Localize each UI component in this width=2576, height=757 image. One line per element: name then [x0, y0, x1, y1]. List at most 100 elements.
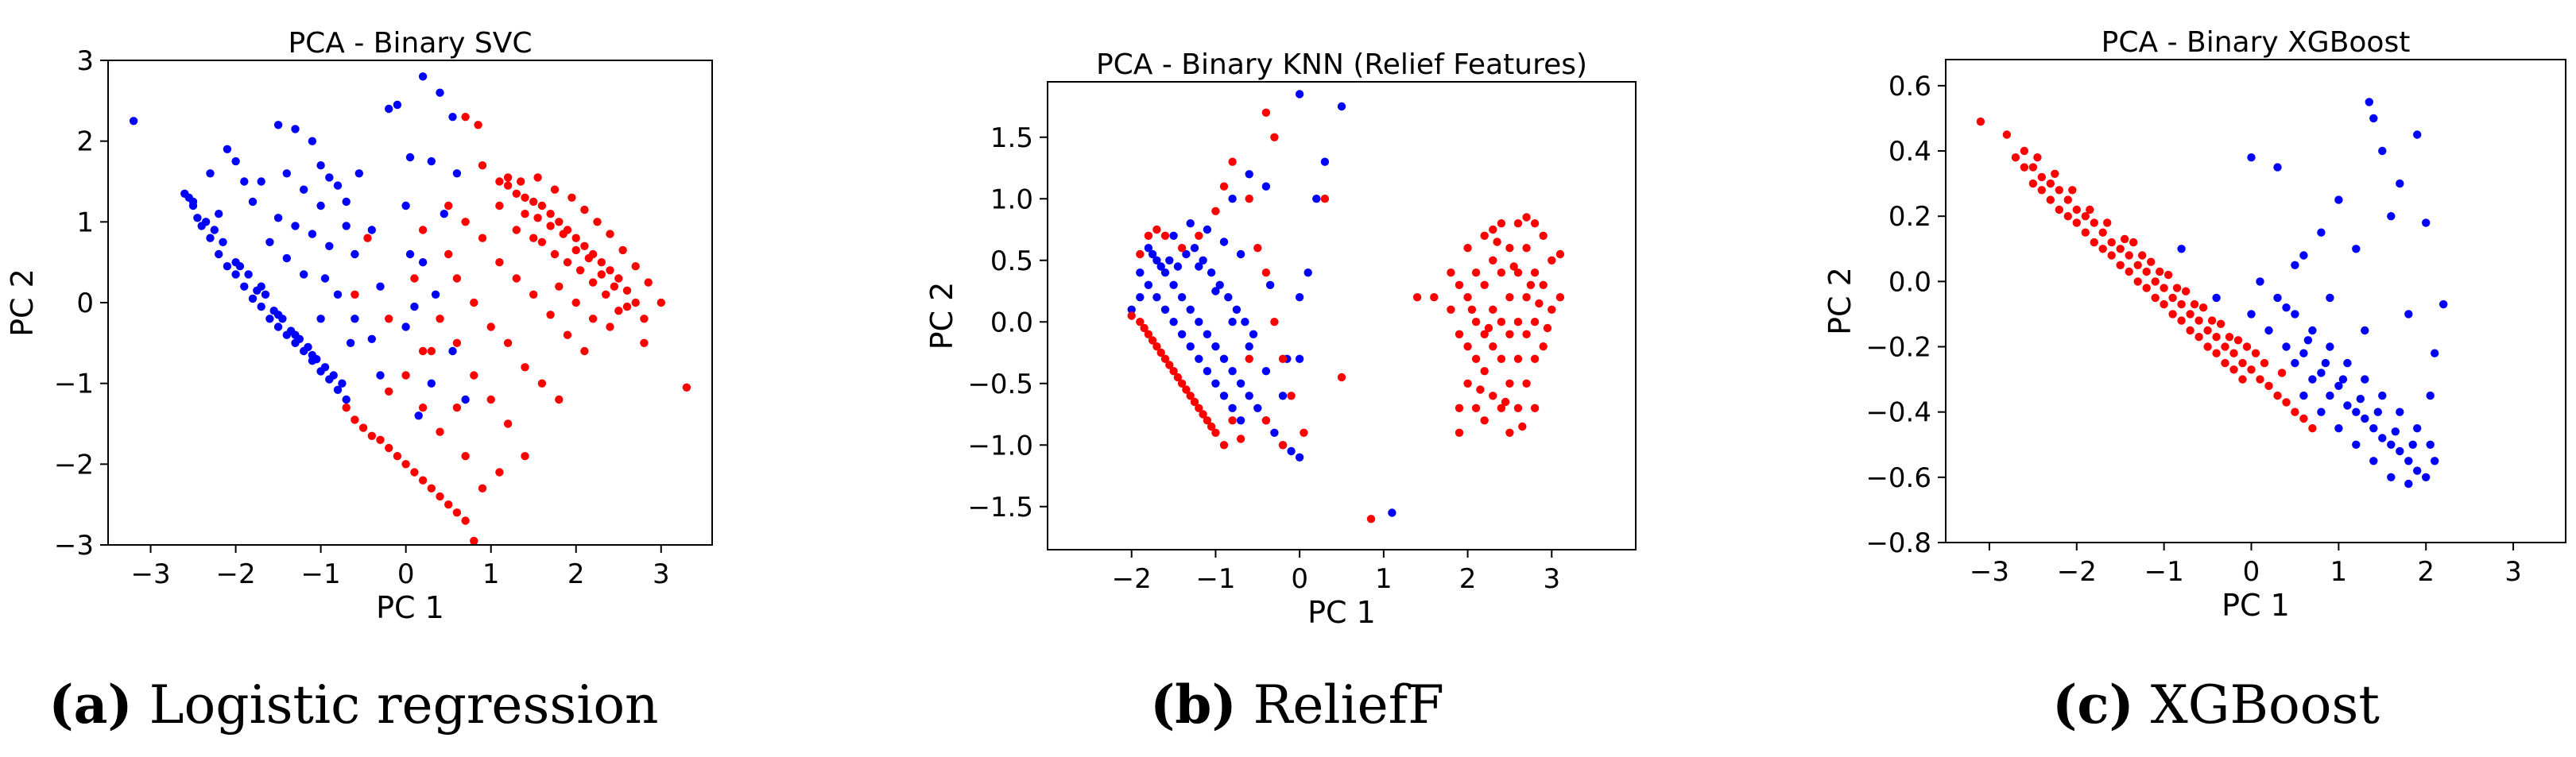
point-a-s0-41: [257, 282, 265, 291]
point-a-s0-11: [257, 302, 265, 311]
point-a-s0-30: [201, 218, 211, 226]
point-a-s1-23: [546, 222, 555, 230]
point-a-s0-96: [346, 338, 355, 347]
point-c-s1-50: [2020, 163, 2029, 172]
point-c-s0-43: [2391, 427, 2400, 436]
point-a-s0-60: [273, 214, 283, 222]
point-c-s0-15: [2396, 446, 2404, 456]
point-a-s1-49: [495, 201, 504, 210]
point-b-s0-39: [1190, 244, 1199, 253]
point-c-s0-23: [2326, 342, 2334, 351]
point-a-s1-93: [427, 484, 436, 492]
x-tick-label-b-3: 1: [1375, 563, 1393, 595]
point-a-s1-95: [461, 516, 470, 525]
point-b-s1-85: [1513, 354, 1523, 363]
point-b-s1-52: [1455, 280, 1464, 289]
point-b-s1-100: [1548, 305, 1556, 314]
point-b-s0-65: [1303, 268, 1312, 277]
point-b-s0-43: [1224, 293, 1233, 302]
point-b-s1-19: [1182, 385, 1191, 394]
point-c-s0-3: [2291, 358, 2299, 368]
point-c-s1-63: [2033, 153, 2042, 162]
point-c-s1-84: [2233, 336, 2243, 345]
x-tick-label-a-3: 0: [397, 558, 415, 590]
point-b-s1-87: [1522, 244, 1531, 253]
point-a-s1-12: [571, 234, 580, 242]
point-a-s1-84: [478, 484, 487, 492]
point-b-s0-17: [1270, 428, 1279, 437]
point-c-s0-67: [2426, 391, 2435, 400]
point-c-s1-49: [2238, 375, 2247, 384]
point-a-s1-10: [555, 218, 564, 226]
point-c-s0-51: [2273, 163, 2282, 172]
point-b-s0-6: [1177, 293, 1187, 302]
point-a-s0-85: [431, 290, 440, 299]
point-a-s0-43: [291, 330, 300, 339]
point-b-s1-23: [1136, 249, 1145, 259]
point-c-s1-83: [2216, 319, 2225, 328]
point-a-s1-28: [610, 282, 619, 291]
point-c-s1-10: [2090, 218, 2098, 227]
x-tick-label-b-0: −2: [1112, 563, 1152, 595]
point-b-s0-60: [1261, 182, 1271, 191]
x-tick-label-c-5: 2: [2417, 556, 2435, 588]
chart-title-b: PCA - Binary KNN (Relief Features): [1096, 48, 1587, 81]
point-c-s1-70: [2156, 267, 2164, 276]
point-b-s0-30: [1219, 392, 1229, 400]
point-c-s1-6: [2055, 186, 2063, 195]
point-a-s1-96: [470, 536, 478, 546]
x-axis-label-b: PC 1: [1307, 595, 1376, 630]
x-tick-label-b-5: 3: [1543, 563, 1560, 595]
point-b-s1-34: [1261, 268, 1271, 277]
point-a-s1-81: [452, 404, 462, 412]
point-a-s1-86: [401, 371, 410, 380]
point-a-s1-61: [495, 258, 504, 267]
point-b-s1-17: [1165, 361, 1174, 369]
point-a-s0-84: [418, 258, 428, 267]
point-a-s1-57: [682, 383, 691, 392]
point-c-s1-4: [2037, 172, 2046, 182]
point-a-s1-85: [418, 346, 428, 356]
point-a-s1-76: [470, 371, 478, 380]
point-c-s0-5: [2308, 375, 2317, 384]
x-tick-label-c-0: −3: [1970, 556, 2009, 588]
point-b-s0-41: [1207, 268, 1216, 277]
point-a-s0-81: [452, 169, 462, 178]
point-b-s1-59: [1471, 268, 1481, 277]
chart-title-c: PCA - Binary XGBoost: [2101, 26, 2411, 59]
y-tick-label-a-5: 2: [76, 126, 94, 158]
point-c-s0-44: [2408, 440, 2417, 449]
point-b-s1-69: [1489, 305, 1497, 314]
point-a-s1-64: [546, 311, 555, 319]
point-b-s1-63: [1480, 231, 1489, 240]
point-a-s1-101: [418, 476, 428, 485]
point-c-s0-16: [2404, 457, 2413, 465]
point-c-s0-64: [2396, 179, 2404, 188]
point-a-s0-3: [193, 214, 202, 222]
point-b-s1-22: [1207, 422, 1216, 431]
y-axis-label-c: PC 2: [1823, 267, 1857, 335]
point-c-s0-47: [2369, 114, 2378, 123]
point-a-s1-90: [376, 435, 385, 444]
point-a-s1-110: [427, 346, 436, 356]
point-a-s0-53: [223, 145, 232, 153]
point-c-s0-39: [2321, 358, 2330, 368]
point-a-s1-18: [622, 286, 632, 295]
point-b-s1-101: [1555, 249, 1565, 259]
point-b-s0-36: [1165, 256, 1174, 265]
point-b-s0-59: [1245, 170, 1253, 179]
point-c-s1-68: [2121, 234, 2129, 244]
point-c-s1-53: [2072, 218, 2081, 227]
point-a-s0-42: [273, 311, 283, 319]
point-c-s1-64: [2051, 169, 2059, 178]
point-c-s1-33: [2291, 407, 2299, 416]
point-a-s1-72: [537, 379, 547, 388]
point-c-s0-56: [2439, 299, 2448, 309]
point-c-s1-45: [2168, 310, 2177, 319]
point-b-s1-28: [1195, 231, 1203, 240]
x-tick-label-c-4: 1: [2330, 556, 2348, 588]
point-a-s1-77: [486, 395, 495, 404]
point-b-s1-45: [1270, 133, 1279, 141]
y-tick-label-c-5: 0.2: [1888, 201, 1931, 233]
point-a-s1-41: [567, 193, 576, 202]
